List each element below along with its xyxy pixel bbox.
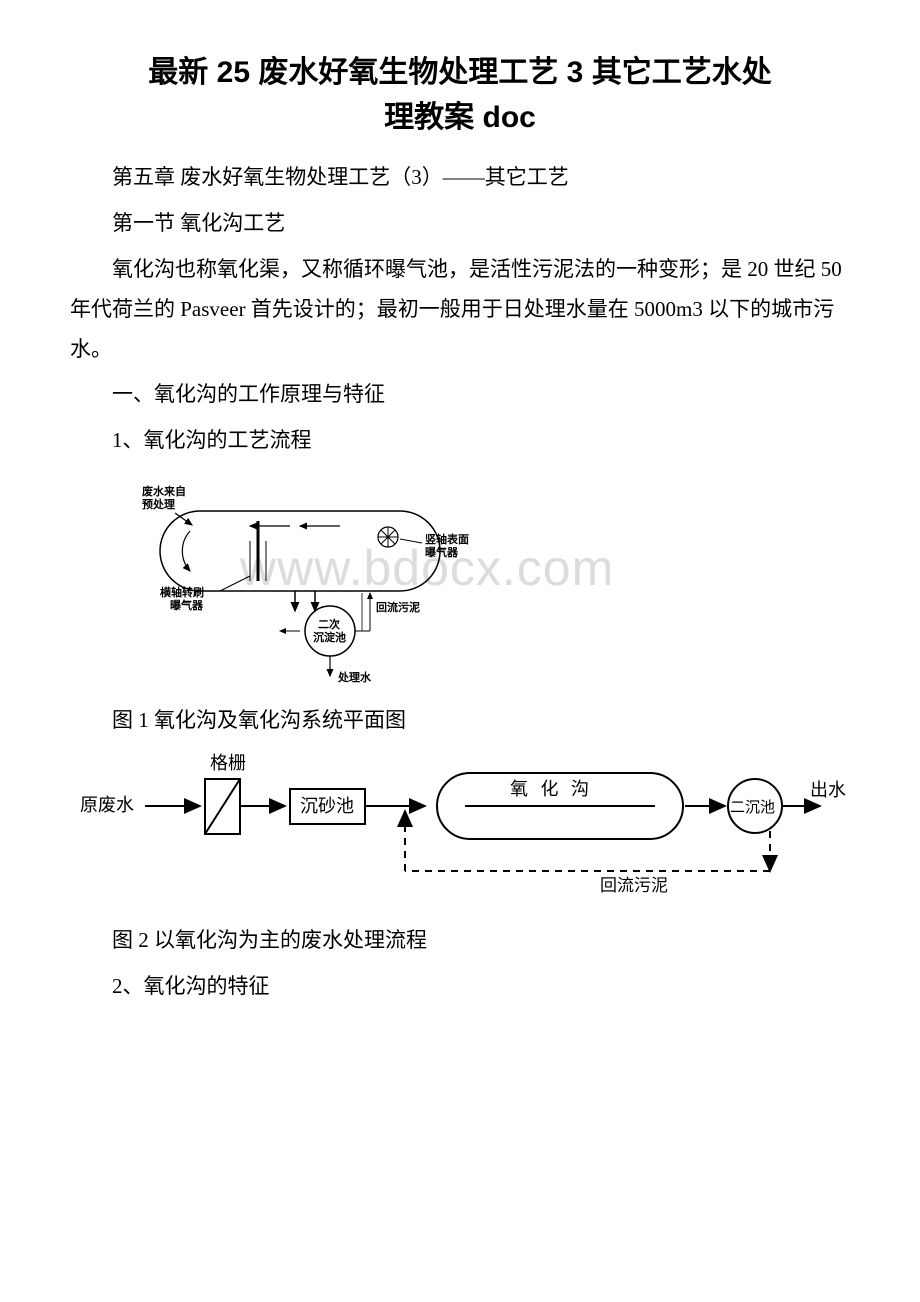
figure-2-caption: 图 2 以氧化沟为主的废水处理流程	[70, 921, 850, 961]
svg-text:竖轴表面: 竖轴表面	[425, 532, 469, 546]
svg-text:曝气器: 曝气器	[425, 545, 459, 559]
figure-1-svg: 废水来自 预处理 竖轴表面 曝气器 横轴转刷 曝气器 回流污泥 二次 沉淀池 处…	[130, 481, 490, 691]
svg-text:曝气器: 曝气器	[170, 598, 204, 612]
figure-1-caption: 图 1 氧化沟及氧化沟系统平面图	[70, 701, 850, 741]
svg-text:横轴转刷: 横轴转刷	[160, 585, 204, 599]
svg-text:处理水: 处理水	[337, 670, 372, 684]
title-line1: 最新 25 废水好氧生物处理工艺 3 其它工艺水处	[148, 56, 771, 89]
figure-2-container: 原废水 格栅 沉砂池 氧 化 沟 二沉池 出水 回流污泥	[70, 751, 850, 901]
svg-text:回流污泥: 回流污泥	[376, 600, 420, 614]
figure-2-svg: 原废水 格栅 沉砂池 氧 化 沟 二沉池 出水 回流污泥	[70, 751, 850, 901]
title-line2: 理教案 doc	[384, 101, 536, 134]
svg-text:氧 化 沟: 氧 化 沟	[510, 779, 593, 799]
svg-text:格栅: 格栅	[210, 753, 246, 773]
para-section: 第一节 氧化沟工艺	[70, 204, 850, 244]
svg-text:沉砂池: 沉砂池	[300, 796, 354, 816]
para-h1: 一、氧化沟的工作原理与特征	[70, 375, 850, 415]
svg-text:预处理: 预处理	[142, 497, 175, 511]
figure-1-container: www.bdocx.com	[130, 481, 850, 691]
svg-text:二沉池: 二沉池	[730, 799, 775, 816]
svg-text:回流污泥: 回流污泥	[600, 876, 668, 895]
svg-text:出水: 出水	[810, 780, 846, 800]
svg-text:二次: 二次	[318, 617, 340, 631]
para-intro: 氧化沟也称氧化渠，又称循环曝气池，是活性污泥法的一种变形；是 20 世纪 50 …	[70, 250, 850, 370]
svg-text:沉淀池: 沉淀池	[313, 630, 346, 644]
para-h2: 1、氧化沟的工艺流程	[70, 421, 850, 461]
svg-text:原废水: 原废水	[80, 795, 134, 815]
para-h3: 2、氧化沟的特征	[70, 967, 850, 1007]
svg-text:废水来自: 废水来自	[142, 484, 186, 498]
para-chapter: 第五章 废水好氧生物处理工艺（3）——其它工艺	[70, 158, 850, 198]
